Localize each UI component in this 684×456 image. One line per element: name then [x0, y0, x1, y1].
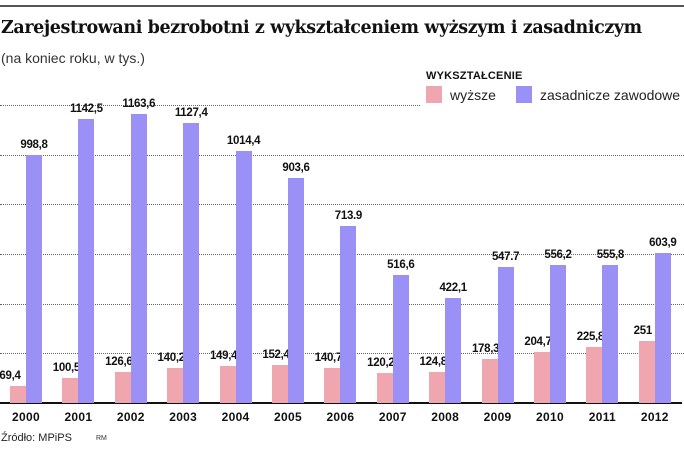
- bar-wyzsze: [272, 365, 288, 403]
- data-label: 556,2: [544, 248, 572, 261]
- bar-zasadnicze: [235, 150, 252, 403]
- data-label: 516,6: [387, 258, 415, 271]
- x-tick-label: 2010: [536, 410, 564, 424]
- data-label: 149,4: [209, 349, 238, 362]
- data-label: 178,3: [471, 342, 500, 355]
- data-label: 126,6: [105, 355, 133, 368]
- bar-zasadnicze: [497, 266, 514, 403]
- data-label: 422,1: [439, 282, 468, 295]
- data-label: 100,5: [52, 362, 81, 375]
- bar-zasadnicze: [392, 274, 409, 403]
- bar-wyzsze: [219, 365, 236, 403]
- bar-zasadnicze: [26, 154, 42, 403]
- data-label: 903,6: [282, 162, 310, 175]
- x-tick-label: 2008: [431, 410, 460, 424]
- data-label: 69,4: [0, 369, 21, 382]
- x-tick-label: 2000: [12, 410, 40, 424]
- data-label: 555,8: [596, 248, 625, 261]
- author-initials: RM: [96, 435, 107, 442]
- legend-title: WYKSZTAŁCENIE: [426, 70, 523, 82]
- chart-title: Zarejestrowani bezrobotni z wykształceni…: [1, 18, 642, 38]
- data-label: 603,9: [649, 236, 677, 249]
- gridline: [0, 104, 420, 106]
- legend-swatch-wyzsze: [426, 86, 442, 103]
- bar-wyzsze: [62, 378, 79, 403]
- x-axis-line: [0, 402, 682, 404]
- bar-wyzsze: [376, 373, 393, 403]
- legend-label: zasadnicze zawodowe: [540, 86, 681, 103]
- bar-zasadnicze: [183, 122, 200, 403]
- x-tick-label: 2006: [326, 410, 355, 424]
- data-label: 124,8: [419, 355, 448, 368]
- top-rule: [0, 5, 684, 7]
- data-label: 1127,4: [174, 106, 208, 119]
- data-label: 140,7: [314, 352, 343, 365]
- bar-wyzsze: [586, 346, 603, 403]
- data-label: 1163,6: [122, 97, 156, 110]
- x-tick-label: 2011: [588, 410, 617, 424]
- x-tick-label: 2012: [640, 410, 669, 424]
- bar-zasadnicze: [654, 252, 671, 403]
- data-label: 251: [633, 324, 653, 337]
- x-tick-label: 2001: [64, 410, 93, 424]
- x-tick-label: 2009: [483, 410, 512, 424]
- bar-zasadnicze: [550, 264, 566, 403]
- data-label: 225,8: [576, 330, 605, 343]
- source-note: Źródło: MPiPS: [1, 432, 72, 444]
- bar-wyzsze: [167, 368, 184, 403]
- bar-wyzsze: [10, 385, 26, 403]
- data-label: 120,2: [367, 357, 395, 370]
- data-label: 152,4: [262, 349, 290, 362]
- bar-wyzsze: [429, 371, 446, 403]
- x-tick-label: 2003: [169, 410, 198, 424]
- bar-wyzsze: [638, 340, 655, 403]
- bar-zasadnicze: [602, 264, 619, 403]
- bar-zasadnicze: [78, 119, 95, 403]
- bar-wyzsze: [324, 368, 341, 403]
- x-tick-label: 2002: [116, 410, 145, 424]
- data-label: 547.7: [491, 250, 520, 263]
- x-tick-label: 2004: [221, 410, 250, 424]
- data-label: 1142,5: [70, 103, 103, 116]
- x-tick-label: 2007: [378, 410, 407, 424]
- legend-swatch-zasadnicze: [516, 86, 532, 103]
- data-label: 998,8: [20, 138, 48, 151]
- legend-item-wyzsze: wyższe: [426, 86, 496, 103]
- legend-item-zasadnicze: zasadnicze zawodowe: [516, 86, 680, 103]
- bar-wyzsze: [534, 352, 550, 403]
- bar-zasadnicze: [130, 113, 147, 403]
- data-label: 140,2: [157, 352, 186, 365]
- legend-label: wyższe: [450, 86, 496, 103]
- bar-wyzsze: [114, 371, 131, 403]
- data-label: 1014,4: [226, 134, 261, 147]
- bar-zasadnicze: [288, 178, 304, 403]
- bar-zasadnicze: [340, 225, 357, 403]
- bar-wyzsze: [481, 358, 498, 403]
- chart-subtitle: (na koniec roku, w tys.): [1, 50, 145, 66]
- x-tick-label: 2005: [274, 410, 302, 424]
- gridline: [0, 154, 684, 156]
- data-label: 713.9: [334, 209, 363, 222]
- gridline: [0, 204, 684, 206]
- bar-zasadnicze: [445, 298, 462, 403]
- data-label: 204,7: [524, 336, 552, 349]
